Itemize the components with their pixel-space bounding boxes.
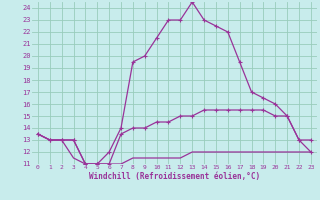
X-axis label: Windchill (Refroidissement éolien,°C): Windchill (Refroidissement éolien,°C) [89, 172, 260, 181]
